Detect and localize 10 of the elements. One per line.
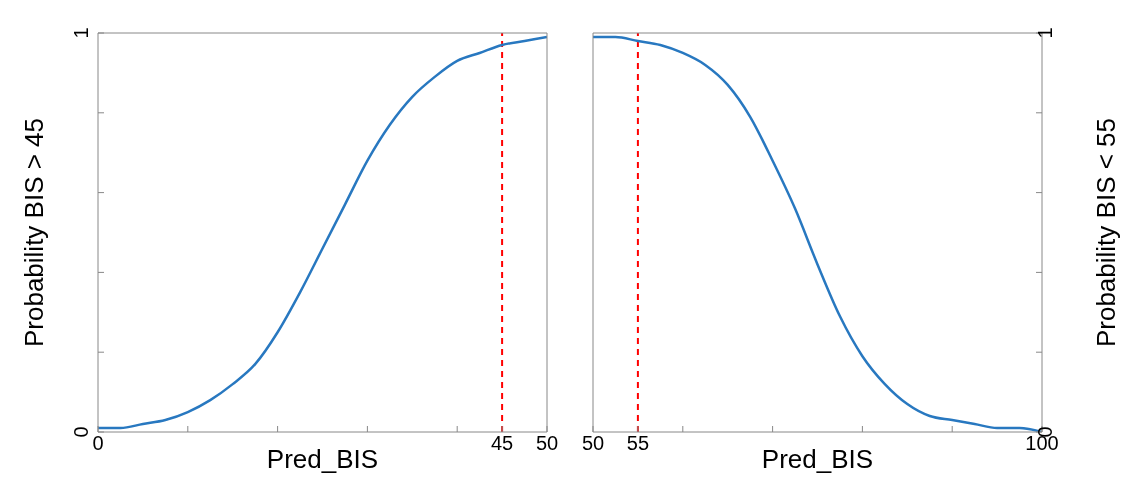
x-axis-title: Pred_BIS	[761, 444, 874, 474]
y2-tick-label: 1	[1034, 27, 1056, 39]
y2-axis-title: Probability BIS < 55	[1091, 117, 1122, 348]
x-tick-label: 55	[626, 432, 650, 455]
y-axis-title: Probability BIS > 45	[19, 117, 50, 348]
x-tick-label: 45	[490, 432, 514, 455]
line-series	[98, 35, 547, 430]
x-tick-label: 50	[535, 432, 559, 455]
x-axis-title: Pred_BIS	[266, 444, 379, 474]
x-tick-label: 50	[581, 432, 605, 455]
